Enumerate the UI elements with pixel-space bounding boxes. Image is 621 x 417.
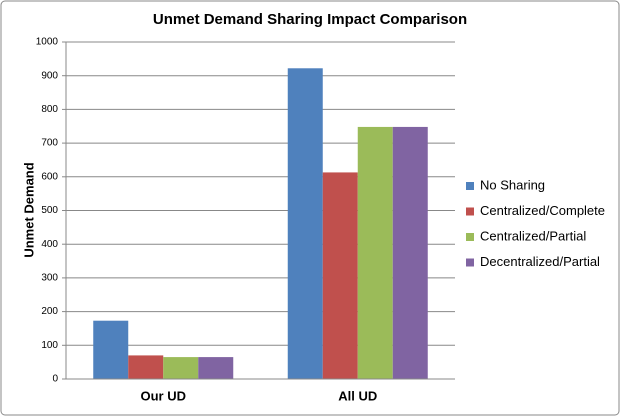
chart-title: Unmet Demand Sharing Impact Comparison	[153, 11, 467, 28]
legend-swatch	[466, 233, 474, 241]
bar	[287, 68, 323, 379]
y-tick-label: 600	[41, 171, 58, 182]
bar	[198, 357, 234, 379]
y-axis-label: Unmet Demand	[21, 162, 36, 257]
legend-swatch	[466, 258, 474, 267]
legend-label: Centralized/Partial	[480, 228, 586, 243]
y-tick-label: 300	[41, 273, 58, 284]
y-tick-label: 900	[41, 70, 58, 81]
y-tick-label: 100	[41, 340, 58, 351]
bar	[163, 357, 199, 379]
bar	[392, 126, 428, 379]
y-tick-label: 700	[41, 138, 58, 149]
legend-label: No Sharing	[480, 177, 545, 192]
legend-label: Centralized/Complete	[480, 203, 605, 218]
bar	[357, 126, 393, 379]
legend-swatch	[466, 207, 474, 216]
y-tick-label: 1000	[36, 37, 59, 48]
y-tick-label: 0	[52, 374, 58, 385]
x-tick-label: All UD	[338, 388, 377, 403]
y-tick-label: 800	[41, 104, 58, 115]
legend-swatch	[466, 182, 474, 190]
y-tick-label: 200	[41, 306, 58, 317]
y-tick-label: 400	[41, 239, 58, 250]
legend-label: Decentralized/Partial	[480, 254, 600, 269]
y-tick-label: 500	[41, 205, 58, 216]
bar	[322, 172, 358, 379]
bar	[128, 355, 164, 379]
x-tick-label: Our UD	[141, 388, 187, 403]
bar	[93, 320, 129, 379]
